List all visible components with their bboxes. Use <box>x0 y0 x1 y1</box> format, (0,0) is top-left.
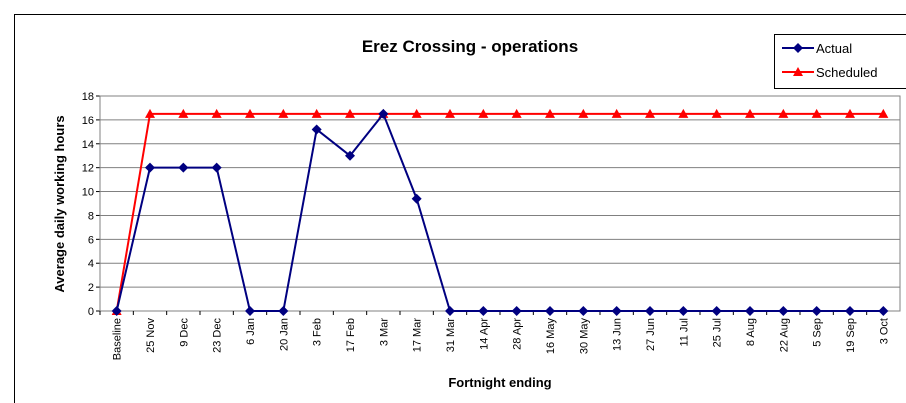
marker <box>211 108 222 118</box>
marker <box>645 306 655 316</box>
x-tick-label: 30 May <box>578 318 590 355</box>
marker <box>811 108 822 118</box>
y-tick-label: 14 <box>82 139 94 151</box>
marker <box>678 306 689 316</box>
y-tick-label: 2 <box>88 282 94 294</box>
x-tick-label: 6 Jan <box>245 318 257 345</box>
y-tick-label: 10 <box>82 187 94 199</box>
x-tick-label: 13 Jun <box>612 318 624 351</box>
marker <box>478 306 489 316</box>
marker <box>511 108 522 118</box>
x-tick-label: 25 Jul <box>712 318 724 347</box>
y-tick-label: 4 <box>88 258 94 270</box>
marker <box>778 306 789 316</box>
series-line <box>115 111 884 312</box>
y-tick-label: 18 <box>82 91 94 103</box>
marker <box>578 306 589 316</box>
marker <box>711 306 722 316</box>
x-tick-label: 5 Sep <box>812 318 824 347</box>
legend-label: Scheduled <box>816 65 877 80</box>
y-tick-label: 16 <box>82 115 94 127</box>
x-tick-label: Baseline <box>112 318 124 360</box>
x-tick-label: 3 Mar <box>378 318 390 346</box>
marker <box>445 306 455 316</box>
marker <box>411 108 422 118</box>
x-tick-label: 8 Aug <box>745 318 757 346</box>
marker <box>545 306 555 316</box>
x-tick-label: 16 May <box>545 318 557 355</box>
marker <box>511 306 522 316</box>
marker <box>411 193 422 204</box>
legend-box <box>774 34 906 89</box>
marker <box>611 108 622 118</box>
y-axis-label: Average daily working hours <box>52 115 67 292</box>
marker <box>745 108 755 118</box>
legend-label: Actual <box>816 41 852 56</box>
marker <box>811 306 822 316</box>
marker <box>145 162 155 173</box>
chart-title: Erez Crossing - operations <box>362 37 578 56</box>
x-tick-label: 31 Mar <box>445 318 457 353</box>
y-tick-label: 8 <box>88 210 94 222</box>
marker <box>311 108 322 118</box>
x-tick-label: 27 Jun <box>645 318 657 351</box>
marker <box>878 306 889 316</box>
marker <box>845 306 855 316</box>
marker <box>245 306 255 316</box>
plot-border <box>99 95 901 312</box>
x-tick-label: 22 Aug <box>778 318 790 352</box>
x-axis-label: Fortnight ending <box>448 375 551 390</box>
marker <box>145 108 155 118</box>
x-tick-label: 11 Jul <box>678 318 690 347</box>
series-line <box>115 112 884 312</box>
marker <box>311 124 322 135</box>
marker <box>778 108 789 118</box>
marker <box>178 162 189 173</box>
marker <box>245 108 255 118</box>
marker <box>478 108 489 118</box>
marker <box>845 108 855 118</box>
marker <box>111 306 122 316</box>
marker <box>711 108 722 118</box>
marker <box>211 162 222 173</box>
marker <box>793 67 803 76</box>
marker <box>645 108 655 118</box>
marker <box>745 306 755 316</box>
y-tick-label: 6 <box>88 234 94 246</box>
marker <box>578 108 589 118</box>
marker <box>878 108 889 118</box>
x-tick-label: 28 Apr <box>512 318 524 350</box>
marker <box>793 43 803 53</box>
marker <box>345 150 355 161</box>
y-tick-label: 12 <box>82 163 94 175</box>
x-tick-label: 17 Feb <box>345 318 357 352</box>
marker <box>611 306 622 316</box>
marker <box>278 108 289 118</box>
x-tick-label: 3 Feb <box>312 318 324 346</box>
x-tick-label: 9 Dec <box>178 318 190 347</box>
x-tick-label: 25 Nov <box>145 318 157 353</box>
y-tick-label: 0 <box>88 306 94 318</box>
marker <box>378 108 389 119</box>
marker <box>678 108 689 118</box>
x-tick-label: 17 Mar <box>412 318 424 353</box>
x-tick-label: 20 Jan <box>278 318 290 351</box>
marker <box>178 108 189 118</box>
x-tick-label: 23 Dec <box>212 318 224 353</box>
marker <box>545 108 555 118</box>
x-tick-label: 3 Oct <box>878 318 890 344</box>
marker <box>278 306 289 316</box>
x-tick-label: 14 Apr <box>478 318 490 350</box>
marker <box>445 108 455 118</box>
x-tick-label: 19 Sep <box>845 318 857 353</box>
marker <box>345 108 355 118</box>
